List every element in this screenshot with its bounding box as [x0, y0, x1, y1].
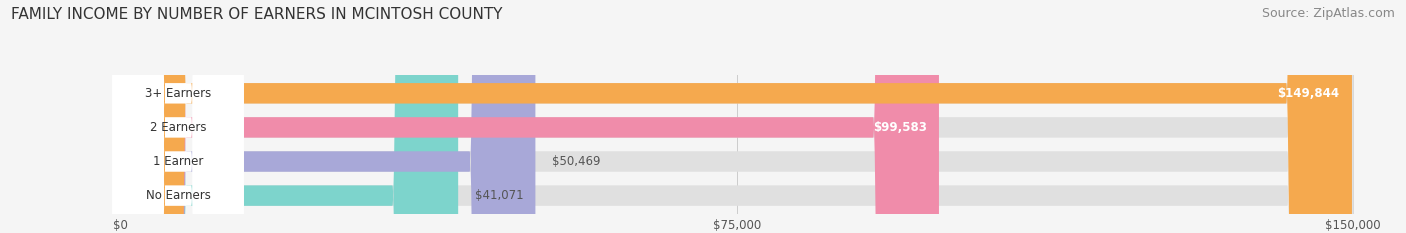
FancyBboxPatch shape: [121, 0, 1353, 233]
FancyBboxPatch shape: [121, 0, 1353, 233]
FancyBboxPatch shape: [112, 0, 245, 233]
Text: $99,583: $99,583: [873, 121, 927, 134]
FancyBboxPatch shape: [121, 0, 1353, 233]
FancyBboxPatch shape: [112, 0, 245, 233]
Text: No Earners: No Earners: [146, 189, 211, 202]
Text: $41,071: $41,071: [475, 189, 523, 202]
Text: 2 Earners: 2 Earners: [150, 121, 207, 134]
Text: Source: ZipAtlas.com: Source: ZipAtlas.com: [1261, 7, 1395, 20]
Text: $149,844: $149,844: [1278, 87, 1340, 100]
FancyBboxPatch shape: [121, 0, 458, 233]
Text: 1 Earner: 1 Earner: [153, 155, 204, 168]
FancyBboxPatch shape: [112, 0, 245, 233]
FancyBboxPatch shape: [112, 0, 245, 233]
FancyBboxPatch shape: [121, 0, 1353, 233]
FancyBboxPatch shape: [121, 0, 1353, 233]
Text: FAMILY INCOME BY NUMBER OF EARNERS IN MCINTOSH COUNTY: FAMILY INCOME BY NUMBER OF EARNERS IN MC…: [11, 7, 503, 22]
FancyBboxPatch shape: [121, 0, 939, 233]
FancyBboxPatch shape: [121, 0, 536, 233]
Text: $50,469: $50,469: [551, 155, 600, 168]
Text: 3+ Earners: 3+ Earners: [145, 87, 211, 100]
